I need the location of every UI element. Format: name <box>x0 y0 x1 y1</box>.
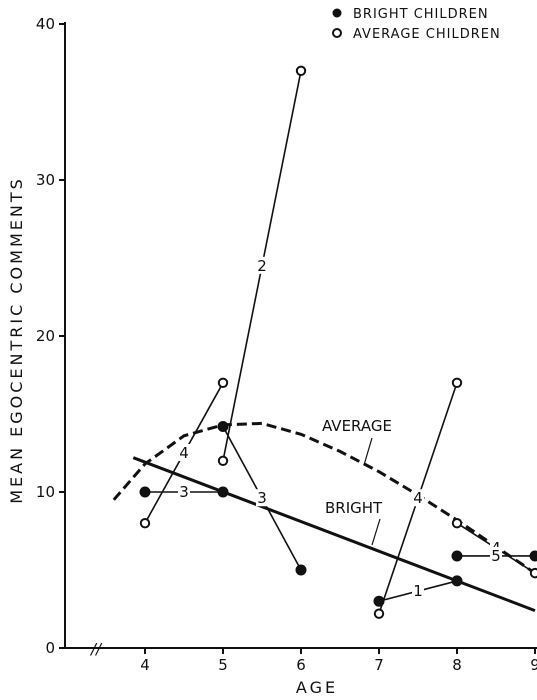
segment-number: 2 <box>257 257 267 275</box>
segment-number-backdrop <box>178 444 190 461</box>
point-average <box>451 377 463 388</box>
y-axis-title: MEAN EGOCENTRIC COMMENTS <box>7 176 26 504</box>
point-bright <box>451 575 463 587</box>
x-tick-label: 4 <box>140 656 150 674</box>
point-average <box>217 455 229 466</box>
y-tick-label: 40 <box>36 15 55 33</box>
point-bright <box>217 486 229 498</box>
point-bright <box>451 550 463 562</box>
axes: // <box>64 22 537 658</box>
segment-number-backdrop <box>178 483 190 500</box>
segment-number: 4 <box>179 444 189 462</box>
point-bright <box>217 420 229 432</box>
y-tick-label: 10 <box>36 483 55 501</box>
legend-label: BRIGHT CHILDREN <box>353 7 489 22</box>
legend: BRIGHT CHILDREN AVERAGE CHILDREN <box>332 7 501 42</box>
y-tick-label: 20 <box>36 327 55 345</box>
x-tick-label: 9 <box>530 656 537 674</box>
segment-number: 5 <box>491 547 501 565</box>
segment-number-backdrop <box>490 546 502 564</box>
point-average <box>451 518 463 529</box>
trend-line-bright <box>132 456 536 613</box>
point-bright <box>529 550 537 562</box>
y-tick-label: 0 <box>45 639 55 657</box>
point-average <box>529 567 537 579</box>
trend-label-average-leader <box>363 437 373 466</box>
segment-number: 1 <box>413 582 423 600</box>
point-average <box>295 65 307 77</box>
y-tick-label: 30 <box>36 171 55 189</box>
trend-label-bright: BRIGHT <box>325 499 383 517</box>
x-axis-title: AGE <box>296 678 338 697</box>
x-tick-label: 5 <box>218 656 228 674</box>
point-average <box>373 608 385 619</box>
x-tick-label: 8 <box>452 656 462 674</box>
axis-break-mark: // <box>89 640 103 658</box>
legend-marker-filled <box>332 8 342 18</box>
segment-number-backdrop <box>256 256 268 274</box>
legend-marker-open <box>332 28 342 38</box>
segment-number: 4 <box>413 489 423 507</box>
point-bright <box>373 595 385 607</box>
x-tick-label: 7 <box>374 656 384 674</box>
segment-number: 3 <box>257 489 267 507</box>
point-average <box>139 518 151 529</box>
segment-number: 3 <box>179 483 189 501</box>
x-tick-label: 6 <box>296 656 306 674</box>
point-average <box>217 377 229 388</box>
legend-label: AVERAGE CHILDREN <box>353 27 501 42</box>
trend-label-average: AVERAGE <box>322 417 392 435</box>
point-bright <box>139 486 151 498</box>
segment-number-backdrop <box>412 489 424 507</box>
trend-label-bright-leader <box>371 518 381 546</box>
segment-number-backdrop <box>256 489 268 507</box>
point-bright <box>295 564 307 576</box>
trend-lines: AVERAGE BRIGHT <box>112 417 536 613</box>
ticks: 0 10 20 30 40 4 5 6 7 8 9 <box>36 15 537 674</box>
segment-number-backdrop <box>412 582 424 600</box>
data-series: 34234145 <box>139 65 537 619</box>
